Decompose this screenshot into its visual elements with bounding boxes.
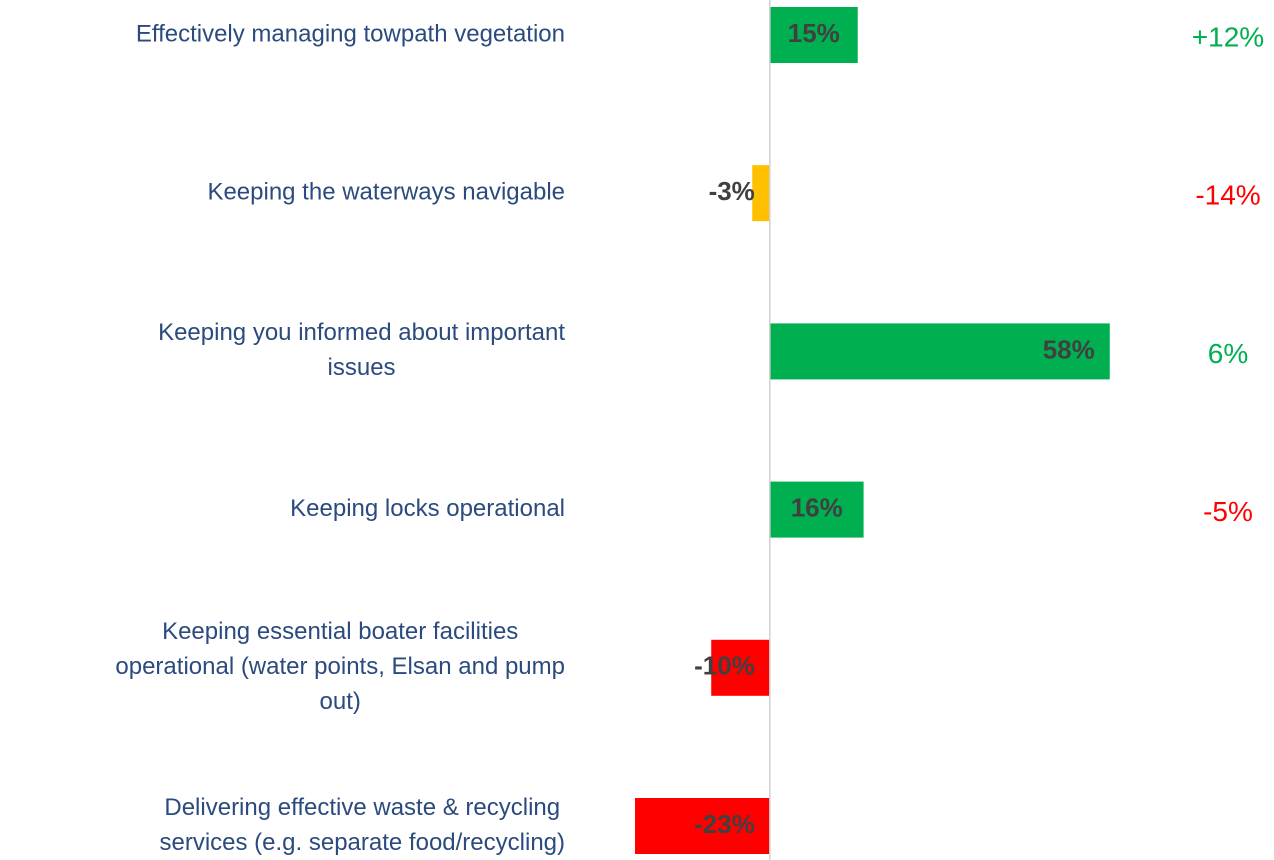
- category-line: Keeping essential boater facilities: [162, 618, 518, 645]
- bar: [635, 798, 770, 854]
- category-line: Keeping you informed about important: [158, 319, 565, 346]
- bar: [769, 481, 864, 538]
- category-line: out): [320, 688, 361, 715]
- category-label: Keeping you informed about important issu…: [158, 319, 565, 381]
- data-label: -23%: [694, 809, 755, 839]
- bar: [752, 165, 770, 222]
- category-line: Keeping locks operational: [290, 495, 565, 522]
- data-label: 58%: [1043, 334, 1095, 364]
- category-line: operational (water points, Elsan and pum…: [115, 653, 565, 680]
- change-label: -14%: [1195, 180, 1260, 211]
- data-label: 16%: [791, 492, 843, 522]
- change-label: 6%: [1208, 338, 1248, 369]
- category-line: Effectively managing towpath vegetation: [136, 20, 565, 47]
- data-label: -10%: [694, 651, 755, 681]
- bar: [769, 7, 858, 63]
- category-line: Delivering effective waste & recycling: [164, 794, 560, 821]
- change-label: -5%: [1203, 496, 1253, 527]
- bar: [769, 323, 1110, 380]
- category-label: Keeping essential boater facilities opera…: [115, 618, 565, 715]
- bar: [711, 639, 770, 696]
- change-label: +12%: [1192, 21, 1264, 52]
- category-label: Delivering effective waste & recycling se…: [159, 794, 565, 856]
- category-label: Effectively managing towpath vegetation: [136, 20, 565, 47]
- data-label: -3%: [709, 176, 755, 206]
- category-label: Keeping locks operational: [290, 495, 565, 522]
- category-line: issues: [328, 354, 396, 381]
- category-label: Keeping the waterways navigable: [207, 179, 565, 206]
- category-line: Keeping the waterways navigable: [207, 179, 565, 206]
- data-label: 15%: [788, 18, 840, 48]
- category-line: services (e.g. separate food/recycling): [159, 829, 565, 856]
